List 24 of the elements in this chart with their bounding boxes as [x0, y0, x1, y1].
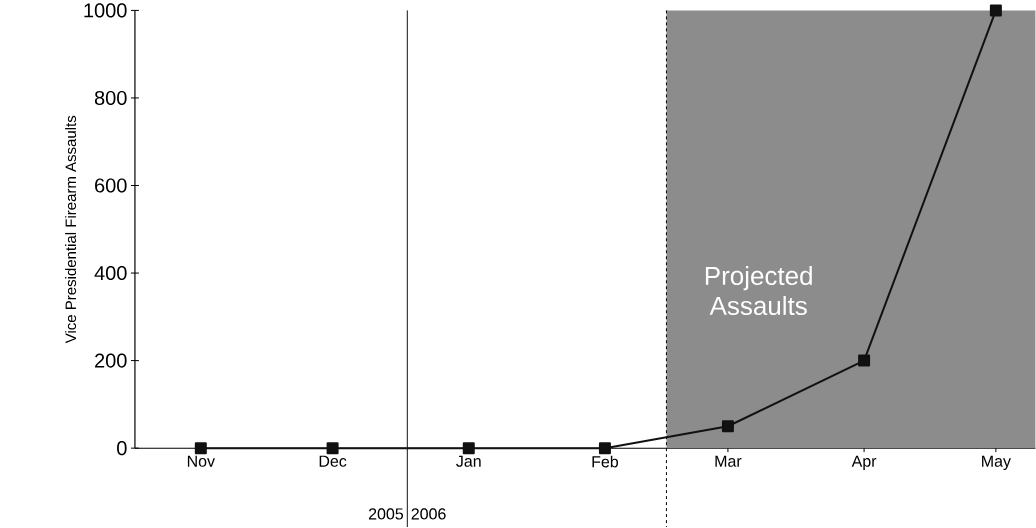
y-tick-label: 200 — [95, 353, 127, 368]
y-tick-label: 600 — [95, 178, 127, 193]
point — [858, 354, 871, 367]
text: 2005 — [368, 508, 404, 520]
y-tick-label: 1000 — [84, 3, 127, 18]
text: 2006 — [411, 508, 446, 520]
y-axis-title: Vice Presidential Firearm Assaults — [65, 116, 77, 344]
point — [326, 442, 339, 455]
x-tick-label: Feb — [592, 455, 619, 468]
point — [598, 442, 611, 455]
point — [989, 4, 1002, 17]
x-tick-label: Nov — [187, 455, 215, 468]
y-tick-label: 0 — [117, 441, 127, 456]
band-label: Projected Assaults — [705, 266, 812, 316]
point — [194, 442, 207, 455]
x-tick-label: Mar — [715, 455, 742, 468]
y-tick-label: 800 — [94, 91, 127, 106]
x-tick-label: May — [982, 455, 1011, 471]
point — [721, 420, 734, 433]
y-tick-label: 400 — [94, 266, 127, 281]
point — [462, 442, 475, 455]
x-tick-label: Apr — [851, 455, 877, 471]
x-tick-label: Jan — [456, 455, 481, 468]
x-tick-label: Dec — [319, 455, 347, 468]
